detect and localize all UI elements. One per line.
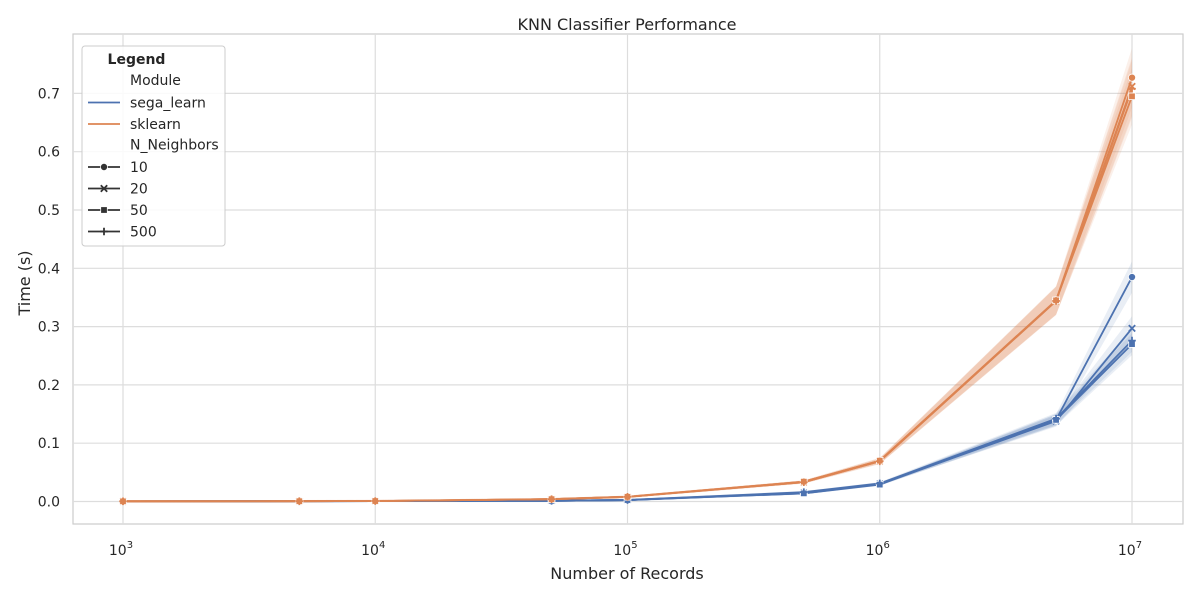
- data-point: [875, 479, 884, 488]
- data-point: [1128, 92, 1136, 101]
- x-tick-label: 105: [613, 540, 637, 559]
- y-tick-label: 0.1: [38, 436, 60, 452]
- legend-entry: 20: [130, 182, 148, 198]
- x-tick-exponent: 6: [883, 540, 889, 551]
- data-point: [1052, 297, 1060, 305]
- legend-frame: [81, 45, 226, 247]
- legend-title: Legend: [108, 52, 166, 68]
- data-point: [1128, 73, 1137, 82]
- y-tick-label: 0.6: [38, 145, 60, 161]
- legend-entry: 500: [130, 225, 157, 241]
- x-tick-base: 10: [361, 543, 379, 559]
- legend-neighbors-heading: N_Neighbors: [130, 138, 219, 154]
- data-point: [1128, 324, 1136, 333]
- x-tick-base: 10: [866, 543, 884, 559]
- y-tick-label: 0.0: [38, 495, 60, 511]
- legend-module-heading: Module: [130, 73, 181, 89]
- x-tick-base: 10: [613, 543, 631, 559]
- legend-entry: 50: [130, 203, 148, 219]
- y-axis-label: Time (s): [15, 250, 34, 316]
- x-tick-label: 107: [1118, 540, 1142, 559]
- data-point: [295, 497, 304, 506]
- x-tick-exponent: 7: [1136, 540, 1142, 551]
- data-point: [371, 497, 380, 505]
- legend-entry: sklearn: [130, 117, 181, 133]
- x-tick-base: 10: [1118, 543, 1136, 559]
- y-tick-label: 0.4: [38, 261, 60, 277]
- data-point: [1128, 273, 1137, 282]
- data-point: [623, 493, 632, 501]
- chart-title: KNN Classifier Performance: [517, 15, 736, 34]
- y-tick-label: 0.3: [38, 320, 60, 336]
- legend-marker: [100, 162, 109, 171]
- data-point: [875, 457, 884, 466]
- data-point: [1128, 336, 1136, 345]
- legend-marker: [100, 227, 108, 236]
- x-axis-label: Number of Records: [550, 564, 703, 583]
- data-point: [1128, 84, 1136, 93]
- data-point: [119, 497, 127, 506]
- x-tick-label: 106: [866, 540, 890, 559]
- data-point: [800, 478, 808, 487]
- data-point: [547, 495, 556, 503]
- data-point: [800, 488, 808, 496]
- x-tick-base: 10: [109, 543, 127, 559]
- legend-entry: sega_learn: [130, 96, 206, 112]
- y-tick-label: 0.5: [38, 203, 60, 219]
- x-tick-label: 103: [109, 540, 133, 559]
- x-tick-exponent: 4: [379, 540, 385, 551]
- legend-entry: 10: [130, 160, 148, 176]
- x-tick-exponent: 3: [127, 540, 133, 551]
- legend-marker: [100, 184, 108, 193]
- x-tick-exponent: 5: [631, 540, 637, 551]
- y-tick-label: 0.7: [38, 86, 60, 102]
- legend-marker: [100, 206, 108, 214]
- data-point: [1052, 414, 1060, 423]
- x-tick-label: 104: [361, 540, 385, 559]
- y-tick-label: 0.2: [38, 378, 60, 394]
